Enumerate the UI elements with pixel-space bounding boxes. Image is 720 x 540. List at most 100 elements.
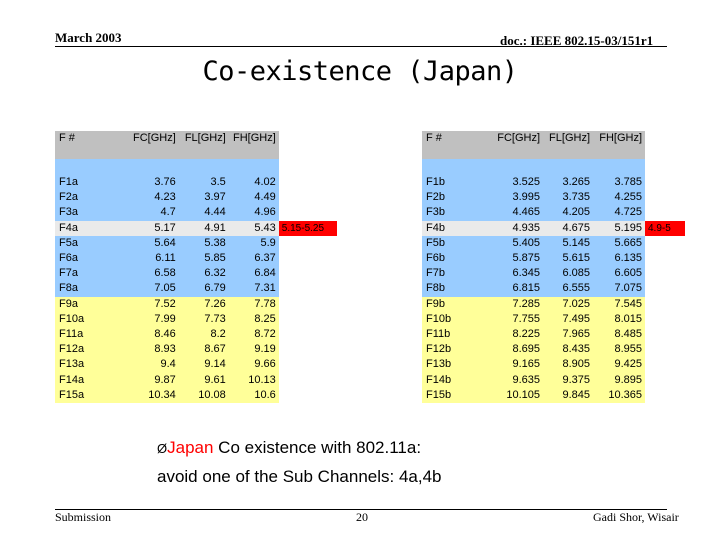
frequency-cell: 8.93 (130, 342, 179, 358)
table-row: F7b 6.345 6.085 6.605 (422, 266, 685, 282)
spacer-cell (422, 159, 487, 175)
frequency-cell: 9.19 (228, 342, 279, 358)
bullet-arrow-icon: Ø (157, 441, 168, 456)
channel-id-cell: F5a (55, 235, 130, 251)
column-header: FC[GHz] (487, 131, 543, 159)
frequency-cell: 6.815 (487, 281, 543, 297)
table-row: F8a 7.05 6.79 7.31 (55, 281, 337, 297)
frequency-cell: 7.31 (228, 281, 279, 297)
channel-id-cell: F2a (55, 190, 130, 206)
header-date: March 2003 (55, 30, 122, 45)
frequency-cell: 8.25 (228, 311, 279, 327)
column-header: FH[GHz] (593, 131, 645, 159)
frequency-cell: 3.735 (543, 190, 593, 206)
frequency-cell: 5.9 (228, 235, 279, 251)
conflict-band-cell: 5.15-5.25 (278, 220, 337, 236)
frequency-cell: 6.32 (178, 266, 229, 282)
table-row: F6b 5.875 5.615 6.135 (422, 250, 685, 267)
column-header: FH[GHz] (228, 131, 279, 159)
blank-cell (279, 236, 337, 251)
frequency-cell: 4.205 (543, 205, 593, 221)
column-header: F # (55, 131, 130, 159)
table-row: F12a 8.93 8.67 9.19 (55, 342, 337, 358)
blank-cell (645, 297, 685, 312)
bullet-highlight: Japan (167, 438, 214, 457)
frequency-table-a-body: F # FC[GHz] FL[GHz] FH[GHz] F1a 3.76 3.5 4.02 F2… (55, 131, 337, 403)
frequency-cell: 7.78 (228, 296, 279, 312)
frequency-cell: 8.435 (543, 342, 593, 358)
frequency-cell: 4.7 (130, 205, 179, 221)
table-row: F3a 4.7 4.44 4.96 (55, 205, 337, 221)
table-row: F11b 8.225 7.965 8.485 (422, 326, 685, 343)
conflict-band-cell: 4.9-5 (645, 220, 685, 236)
table-row: F3b 4.465 4.205 4.725 (422, 205, 685, 221)
table-row: F2b 3.995 3.735 4.255 (422, 190, 685, 206)
frequency-cell: 8.67 (178, 342, 229, 358)
channel-id-cell: F6b (422, 250, 487, 267)
frequency-cell: 4.49 (228, 190, 279, 206)
channel-id-cell: F3a (55, 205, 130, 221)
frequency-cell: 7.965 (543, 326, 593, 343)
channel-id-cell: F2b (422, 190, 487, 206)
frequency-cell: 9.4 (130, 357, 179, 373)
spacer-cell (543, 159, 593, 175)
blank-cell (279, 297, 337, 312)
header-blank-cell (279, 131, 337, 159)
channel-id-cell: F4a (55, 220, 130, 236)
frequency-cell: 4.96 (228, 205, 279, 221)
channel-id-cell: F15a (55, 387, 130, 403)
blank-cell (645, 372, 685, 387)
spacer-cell (487, 159, 543, 175)
frequency-cell: 4.675 (543, 220, 593, 236)
frequency-cell: 10.6 (228, 387, 279, 403)
frequency-table-b: F # FC[GHz] FL[GHz] FH[GHz] F1b 3.525 3.265 3.7… (422, 131, 685, 403)
bullet-line-1-rest: Co existence with 802.11a: (213, 438, 422, 457)
spacer-cell (178, 159, 229, 175)
blank-cell (645, 327, 685, 342)
footer-page-number: 20 (356, 510, 368, 524)
channel-id-cell: F5b (422, 235, 487, 251)
channel-id-cell: F8a (55, 281, 130, 297)
table-row: F7a 6.58 6.32 6.84 (55, 266, 337, 282)
table-row: F14a 9.87 9.61 10.13 (55, 372, 337, 388)
blank-cell (279, 372, 337, 387)
channel-id-cell: F3b (422, 205, 487, 221)
channel-id-cell: F14a (55, 372, 130, 388)
frequency-cell: 7.075 (593, 281, 645, 297)
frequency-cell: 3.97 (178, 190, 229, 206)
blank-cell (279, 281, 337, 296)
frequency-cell: 6.555 (543, 281, 593, 297)
frequency-cell: 6.58 (130, 266, 179, 282)
table-row: F2a 4.23 3.97 4.49 (55, 190, 337, 206)
frequency-cell: 9.66 (228, 357, 279, 373)
spacer-cell (55, 159, 130, 175)
frequency-cell: 9.845 (543, 387, 593, 403)
frequency-table-a: F # FC[GHz] FL[GHz] FH[GHz] F1a 3.76 3.5 4.02 F2… (55, 131, 337, 403)
frequency-cell: 4.725 (593, 205, 645, 221)
frequency-cell: 9.425 (593, 357, 645, 373)
footer-submission: Submission (55, 510, 112, 524)
frequency-cell: 5.85 (178, 250, 229, 267)
bullet-line-2: avoid one of the Sub Channels: 4a,4b (157, 467, 442, 486)
frequency-cell: 4.44 (178, 205, 229, 221)
column-header: FL[GHz] (178, 131, 229, 159)
frequency-cell: 5.405 (487, 235, 543, 251)
table-row: F1a 3.76 3.5 4.02 (55, 175, 337, 191)
spacer-cell (593, 159, 645, 175)
table-spacer-row (55, 159, 337, 175)
spacer-cell (130, 159, 179, 175)
frequency-cell: 9.61 (178, 372, 229, 388)
frequency-cell: 7.26 (178, 296, 229, 312)
channel-id-cell: F8b (422, 281, 487, 297)
table-row: F14b 9.635 9.375 9.895 (422, 372, 685, 388)
frequency-cell: 7.285 (487, 296, 543, 312)
table-row: F10a 7.99 7.73 8.25 (55, 311, 337, 327)
frequency-cell: 5.615 (543, 250, 593, 267)
frequency-cell: 7.99 (130, 311, 179, 327)
channel-id-cell: F13a (55, 357, 130, 373)
frequency-cell: 6.37 (228, 250, 279, 267)
frequency-cell: 4.465 (487, 205, 543, 221)
channel-id-cell: F9a (55, 296, 130, 312)
channel-id-cell: F14b (422, 372, 487, 388)
frequency-cell: 10.08 (178, 387, 229, 403)
